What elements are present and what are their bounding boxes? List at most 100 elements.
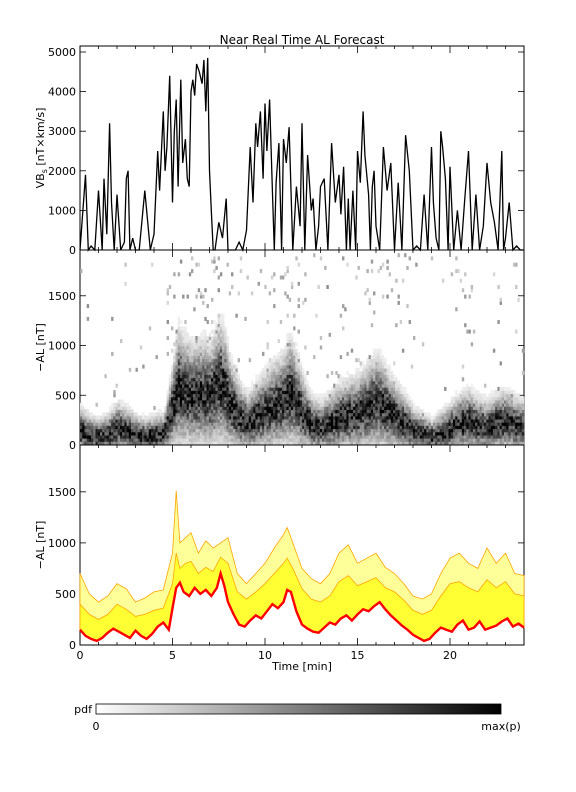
pdf-cell [246,393,249,398]
pdf-cell [80,409,83,414]
pdf-cell [313,396,316,401]
pdf-cell [350,412,354,417]
pdf-cell [222,342,225,347]
pdf-cell [215,345,218,350]
pdf-cell [337,418,340,423]
pdf-cell [393,386,396,391]
pdf-cell [188,342,192,347]
pdf-cell [461,288,465,293]
pdf-cell [126,421,129,426]
pdf-cell [268,361,272,366]
pdf-cell [217,409,220,414]
pdf-cell [290,358,294,363]
pdf-cell [279,361,283,366]
pdf-cell [86,431,90,436]
pdf-cell [421,431,425,436]
pdf-cell [126,428,129,433]
pdf-cell [100,434,103,439]
pdf-cell [410,431,414,436]
pdf-cell [361,361,365,366]
pdf-cell [177,418,181,423]
pdf-cell [208,393,212,398]
pdf-cell [270,399,274,404]
pdf-cell [231,425,234,430]
pdf-cell [395,437,398,442]
pdf-cell [179,358,183,363]
pdf-cell [346,406,349,410]
pdf-cell [486,409,489,414]
pdf-cell [231,272,234,277]
pdf-cell [284,415,287,420]
pdf-cell [384,412,387,417]
pdf-cell [299,364,303,369]
pdf-cell [255,386,258,391]
pdf-cell [468,434,471,439]
pdf-cell [211,380,214,385]
pdf-cell [191,355,194,360]
pdf-cell [151,431,154,436]
pdf-cell [270,275,274,280]
pdf-cell [177,355,181,360]
pdf-cell [370,383,374,388]
pdf-cell [228,386,232,391]
pdf-cell [313,434,316,439]
pdf-cell [328,393,331,398]
pdf-cell [295,428,298,433]
pdf-cell [80,418,83,423]
pdf-cell [366,409,369,414]
pdf-cell [284,386,287,391]
pdf-cell [259,269,263,274]
pdf-cell [186,371,189,375]
pdf-cell [233,425,236,430]
pdf-cell [304,374,307,379]
pdf-cell [315,415,318,420]
pdf-cell [417,431,420,436]
pdf-cell [361,431,365,436]
pdf-cell [173,355,176,360]
pdf-cell [335,409,338,414]
pdf-cell [395,386,398,391]
pdf-cell [199,409,203,414]
pdf-cell [424,428,427,433]
pdf-cell [108,418,112,423]
pdf-cell [441,409,445,414]
pdf-cell [268,399,272,404]
pdf-cell [233,406,236,410]
pdf-cell [428,434,431,439]
pdf-cell [113,434,116,439]
pdf-cell [293,351,296,356]
pdf-cell [306,434,309,439]
pdf-cell [171,371,174,375]
pdf-cell [375,371,378,375]
pdf-cell [266,342,269,347]
pdf-cell [250,396,254,401]
pdf-cell [333,425,336,430]
pdf-cell [199,437,203,442]
pdf-cell [293,313,296,318]
pdf-cell [206,339,209,344]
pdf-cell [262,383,265,388]
pdf-cell [499,425,502,430]
pdf-cell [188,431,192,436]
pdf-cell [219,348,223,353]
pdf-cell [386,402,389,407]
pdf-cell [355,434,358,439]
pdf-cell [406,415,409,420]
pdf-cell [262,428,265,433]
pdf-cell [239,383,243,388]
pdf-cell [381,409,385,414]
pdf-cell [273,412,276,417]
pdf-cell [464,415,467,420]
pdf-cell [421,342,425,347]
pdf-cell [262,390,265,395]
pdf-cell [495,409,498,414]
pdf-cell [375,437,378,442]
pdf-cell [461,415,465,420]
pdf-cell [335,402,338,407]
pdf-cell [475,390,478,395]
pdf-cell [177,431,181,436]
pdf-cell [344,412,347,417]
pdf-cell [179,434,183,439]
pdf-cell [199,390,203,395]
pdf-cell [408,437,411,442]
